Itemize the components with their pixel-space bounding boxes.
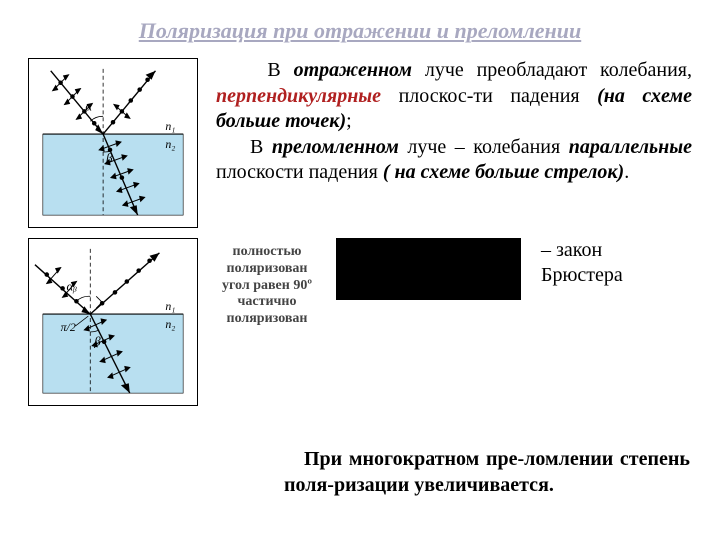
reflected-term: отраженном xyxy=(294,59,412,81)
alpha-label: α xyxy=(85,99,92,113)
label-partially-polarized: частично поляризован xyxy=(212,294,322,328)
row-2: αᵦ β π/2 n₁ n₂ полностью поляризован уго… xyxy=(28,238,692,406)
alpha-b-label: αᵦ xyxy=(67,279,78,293)
bottom-paragraph: При многократном пре-ломлении степень по… xyxy=(284,446,690,498)
n2-label-2: n₂ xyxy=(165,317,175,331)
beta-label: β xyxy=(105,151,113,165)
label-angle-90: угол равен 90º xyxy=(212,278,322,295)
pi2-label: π/2 xyxy=(61,320,76,334)
row-1: α β n₁ n₂ В отраженном луче преобладают … xyxy=(28,58,692,228)
diagram-reflection-refraction: α β n₁ n₂ xyxy=(28,58,198,228)
brewster-formula-box xyxy=(336,238,521,300)
parallel-term: параллельные xyxy=(569,136,692,158)
label-fully-polarized: полностью поляризован xyxy=(212,244,322,278)
brewster-law-text: – закон Брюстера xyxy=(535,238,623,288)
paragraph-1: В отраженном луче преобладают колебания,… xyxy=(216,58,692,186)
perpendicular-term: перпендикулярные xyxy=(216,85,381,107)
n1-label: n₁ xyxy=(165,119,175,133)
n2-label: n₂ xyxy=(165,137,175,151)
diagram-labels: полностью поляризован угол равен 90º час… xyxy=(212,238,322,334)
beta-label-2: β xyxy=(93,335,101,349)
diagram-brewster: αᵦ β π/2 n₁ n₂ xyxy=(28,238,198,406)
n1-label-2: n₁ xyxy=(165,299,175,313)
refracted-term: преломленном xyxy=(272,136,399,158)
page-title: Поляризация при отражении и преломлении xyxy=(28,18,692,44)
